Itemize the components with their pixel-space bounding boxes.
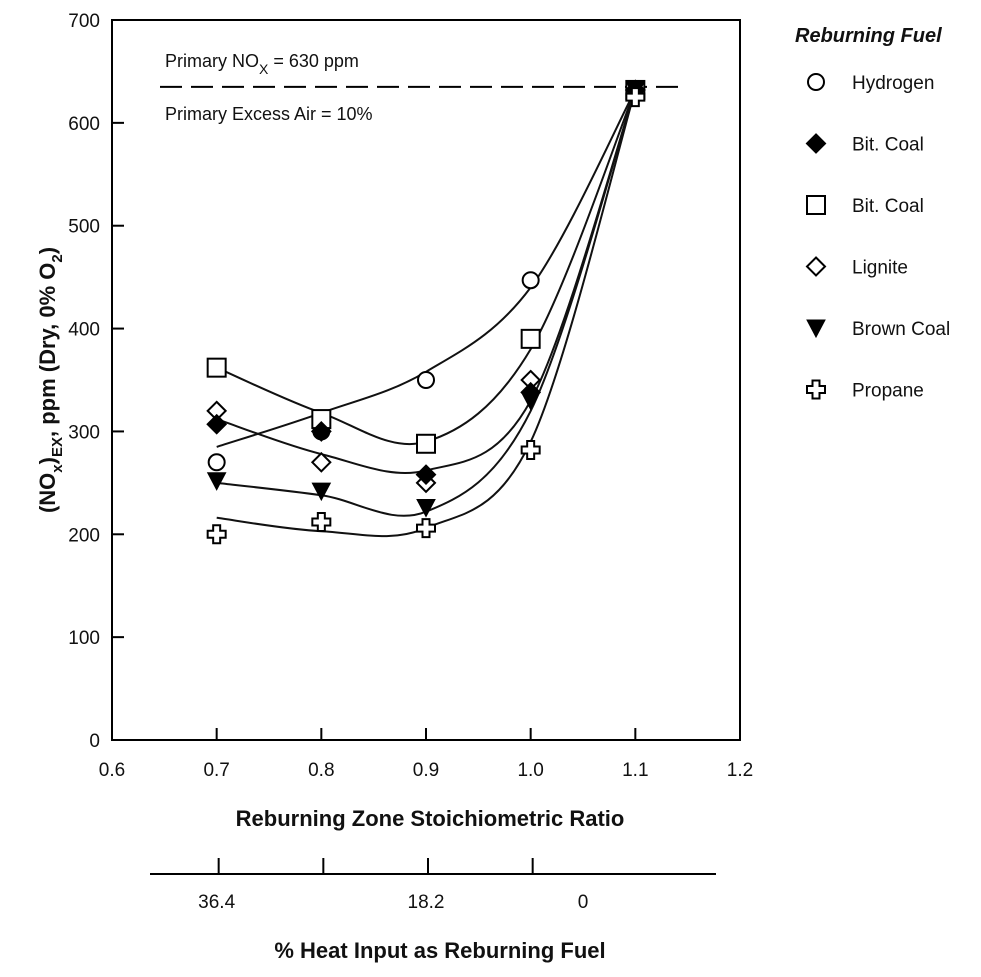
x-tick-label: 0.9 <box>413 760 439 781</box>
legend-marker <box>806 195 826 215</box>
data-point <box>521 271 540 290</box>
data-point <box>520 328 541 349</box>
y-tick-label: 600 <box>68 114 100 135</box>
fit-curve <box>216 89 637 517</box>
data-point <box>310 421 332 442</box>
y-tick-label: 0 <box>89 731 100 752</box>
y-tick-label: 300 <box>68 422 100 443</box>
x-tick-label: 1.1 <box>622 760 648 781</box>
y-tick-label: 500 <box>68 217 100 238</box>
data-point <box>625 87 646 108</box>
legend-title: Reburning Fuel <box>795 25 942 47</box>
fit-curve <box>216 89 637 475</box>
legend-marker <box>807 73 825 91</box>
secondary-axis-ticks: 36.4 18.2 0 <box>198 858 588 913</box>
data-point <box>206 357 227 378</box>
data-point <box>415 464 437 486</box>
legend-marker <box>805 133 827 154</box>
y-tick-label: 400 <box>68 320 100 341</box>
y-tick-label: 100 <box>68 628 100 649</box>
secondary-tick-label: 0 <box>578 892 589 913</box>
x-tick-label: 1.2 <box>727 760 753 781</box>
data-point <box>417 371 435 389</box>
legend-label: Bit. Coal <box>852 196 924 217</box>
x-tick-label: 0.8 <box>308 760 334 781</box>
y-tick-label: 700 <box>68 11 100 32</box>
secondary-tick-label: 36.4 <box>198 892 235 913</box>
data-point <box>206 413 228 435</box>
fit-curves <box>216 89 637 538</box>
annotation-excess-air: Primary Excess Air = 10% <box>165 104 373 124</box>
legend-label: Hydrogen <box>852 73 934 94</box>
x-tick-label: 0.7 <box>203 760 229 781</box>
legend-marker <box>806 319 826 339</box>
legend: Hydrogen Bit. Coal Bit. Coal Lignite Brown C… <box>805 73 950 402</box>
x-tick-label: 1.0 <box>517 760 543 781</box>
legend-marker <box>805 256 827 277</box>
data-point <box>416 433 436 454</box>
data-point <box>311 482 332 502</box>
legend-label: Bit. Coal <box>852 135 924 156</box>
y-axis-title: (NOx)EX, ppm (Dry, 0% O2) <box>35 247 66 513</box>
annotation-primary-nox: Primary NOX = 630 ppm <box>165 51 359 77</box>
secondary-tick-label: 18.2 <box>408 892 445 913</box>
data-point <box>416 499 436 518</box>
data-point <box>207 453 226 472</box>
fit-curve <box>216 89 637 446</box>
data-point <box>311 511 332 532</box>
data-point <box>206 472 227 491</box>
legend-label: Propane <box>852 381 924 402</box>
legend-marker <box>806 379 826 400</box>
data-point <box>206 524 227 545</box>
fit-curve <box>216 89 637 448</box>
data-point <box>310 451 332 473</box>
data-point <box>520 439 541 460</box>
legend-label: Brown Coal <box>852 319 950 340</box>
data-point <box>520 392 541 411</box>
y-tick-label: 200 <box>68 525 100 546</box>
legend-label: Lignite <box>852 258 908 279</box>
axis-ticks: 0.6 0.7 0.8 0.9 1.0 1.1 1.2 0 100 200 300 400 500 600… <box>68 11 753 781</box>
data-point <box>416 518 436 539</box>
x-tick-label: 0.6 <box>99 760 125 781</box>
x-axis-title: Reburning Zone Stoichiometric Ratio <box>236 806 625 831</box>
data-points <box>206 79 646 545</box>
secondary-axis-title: % Heat Input as Reburning Fuel <box>274 938 605 963</box>
fit-curve <box>216 89 637 538</box>
